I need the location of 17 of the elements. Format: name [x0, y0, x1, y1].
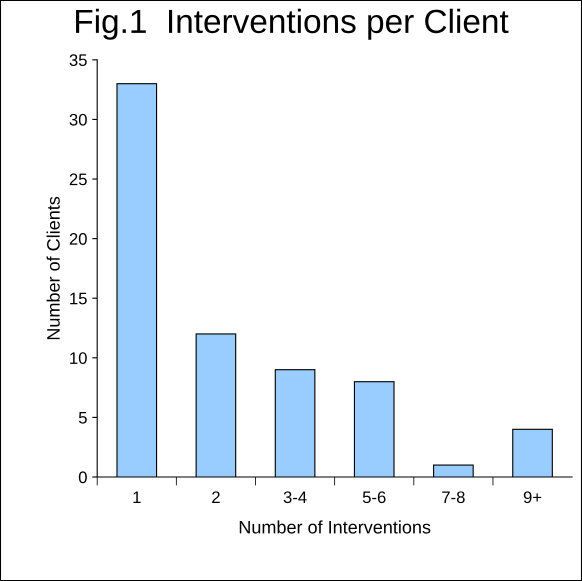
x-tick-label: 9+: [524, 491, 542, 504]
y-axis-title: Number of Clients: [46, 196, 60, 340]
x-tick-label: 3-4: [284, 491, 307, 504]
x-tick-label: 2: [212, 491, 220, 503]
y-tick-label: 20: [70, 233, 87, 245]
x-tick-label: 1: [133, 492, 141, 503]
y-tick-label: 25: [70, 173, 87, 186]
y-tick-label: 30: [70, 114, 87, 126]
chart-title: Fig.1 Interventions per Client: [76, 8, 508, 40]
y-tick-label: 10: [70, 352, 87, 364]
y-tick-label: 35: [70, 54, 87, 66]
x-axis-title: Number of Interventions: [240, 520, 430, 534]
x-tick-label: 5-6: [362, 491, 386, 504]
x-tick-label: 7-8: [442, 491, 465, 504]
y-tick-label: 5: [78, 412, 87, 424]
y-tick-label: 0: [78, 471, 87, 484]
y-tick-label: 15: [70, 292, 87, 304]
